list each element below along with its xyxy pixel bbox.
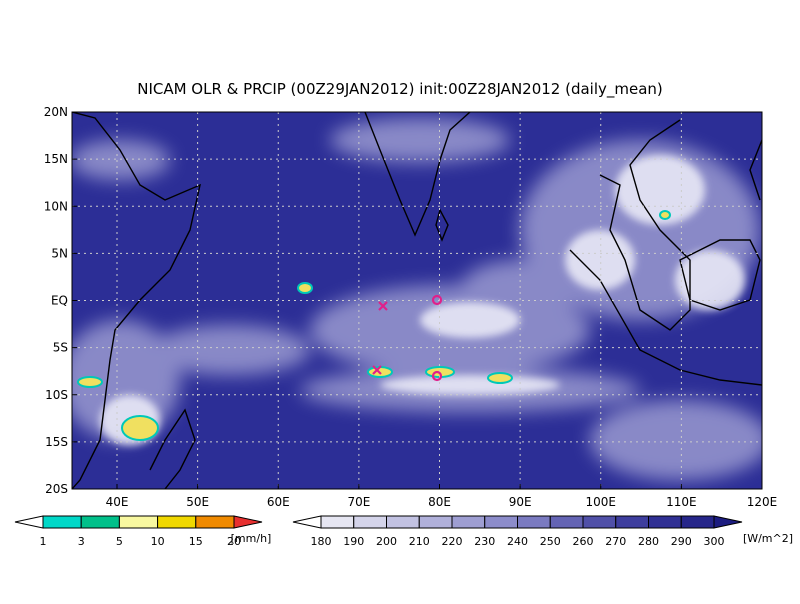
legends: 1 3 5 10 15 20[mm/h] 180 190 200 210 220 230 240 250 2… (14, 515, 793, 548)
map-frame (71, 111, 763, 490)
legend-label: 190 (343, 535, 364, 548)
legend-label: 3 (78, 535, 85, 548)
legend-swatch (615, 515, 649, 529)
legend-swatch (320, 515, 355, 529)
lon-label: 100E (586, 495, 617, 509)
legend-swatch (484, 515, 518, 529)
legend-label: 230 (474, 535, 495, 548)
lat-label: EQ (51, 294, 68, 308)
legend-swatch (233, 515, 263, 529)
lat-label: 10S (45, 388, 68, 402)
legend-swatch (353, 515, 387, 529)
legend-swatch (14, 515, 44, 529)
lon-label: 40E (106, 495, 129, 509)
legend-label: 210 (409, 535, 430, 548)
legend-label: 5 (116, 535, 123, 548)
legend-swatch (42, 515, 82, 529)
legend-label: 15 (189, 535, 203, 548)
lat-label: 5S (53, 341, 68, 355)
markers (372, 294, 443, 382)
legend-swatch (195, 515, 235, 529)
lon-label: 70E (347, 495, 370, 509)
lat-label: 15N (44, 152, 68, 166)
legend-label: 290 (671, 535, 692, 548)
legend-swatch (549, 515, 584, 529)
title: NICAM OLR & PRCIP (00Z29JAN2012) init:00… (137, 80, 663, 99)
legend-label: 200 (376, 535, 397, 548)
legend-label: 280 (638, 535, 659, 548)
legend-swatch (292, 515, 322, 529)
legend-swatch (517, 515, 551, 529)
legend-unit: [mm/h] (231, 532, 272, 545)
legend-swatch (80, 515, 120, 529)
legend-label: 240 (507, 535, 528, 548)
lon-label: 90E (509, 495, 532, 509)
legend-swatch (713, 515, 743, 529)
legend-swatch (418, 515, 453, 529)
legend-label: 1 (40, 535, 47, 548)
legend-swatch (451, 515, 486, 529)
legend-label: 20 (227, 535, 241, 548)
lon-label: 50E (186, 495, 209, 509)
legend-label: 220 (442, 535, 463, 548)
legend-label: 270 (605, 535, 626, 548)
legend-label: 10 (151, 535, 165, 548)
lon-label: 60E (267, 495, 290, 509)
coastlines (72, 112, 762, 489)
legend-swatch (680, 515, 715, 529)
lon-label: 80E (428, 495, 451, 509)
legend-label: 300 (704, 535, 725, 548)
legend-swatch (157, 515, 197, 529)
legend-unit: [W/m^2] (743, 532, 793, 545)
lon-label: 120E (747, 495, 778, 509)
legend-swatch (582, 515, 617, 529)
lat-label: 5N (51, 246, 68, 260)
legend-label: 180 (311, 535, 332, 548)
legend-swatch (118, 515, 159, 529)
lat-label: 10N (44, 199, 68, 213)
legend-label: 250 (540, 535, 561, 548)
grid: 40E 50E 60E 70E 80E 90E 100E 110E 120E 20N 15N 10N 5… (44, 105, 778, 509)
legend-swatch (648, 515, 682, 529)
lon-label: 110E (666, 495, 697, 509)
lat-label: 20S (45, 482, 68, 496)
lat-label: 15S (45, 435, 68, 449)
lat-label: 20N (44, 105, 68, 119)
legend-label: 260 (573, 535, 594, 548)
legend-swatch (386, 515, 420, 529)
